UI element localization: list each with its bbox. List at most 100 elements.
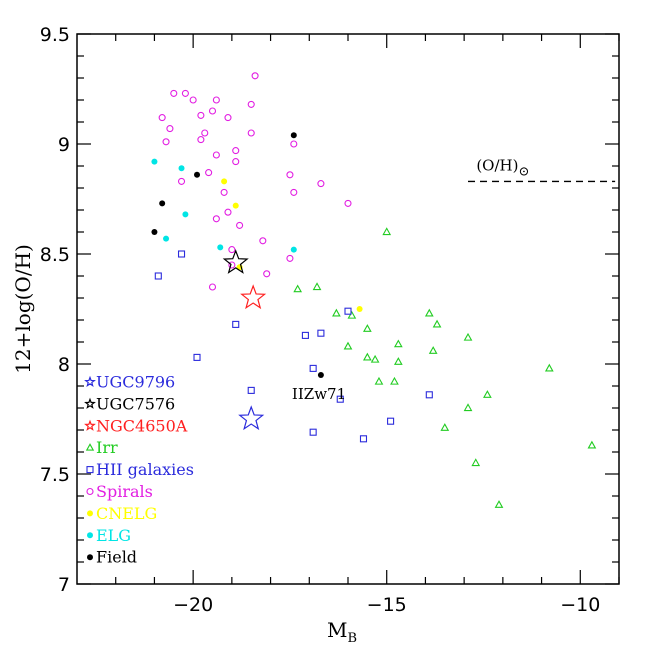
x-tick-label: −15 — [367, 594, 407, 616]
point-spirals — [228, 246, 236, 254]
legend-marker-hii-galaxies — [86, 466, 94, 474]
point-spirals — [212, 215, 220, 223]
point-irr — [432, 319, 442, 328]
legend-label-spirals: Spirals — [96, 482, 153, 501]
point-field — [290, 132, 297, 139]
point-irr — [463, 332, 473, 341]
point-cnelg — [221, 178, 228, 185]
legend-marker-cnelg — [87, 510, 93, 517]
point-spirals — [177, 177, 186, 185]
legend-marker-elg — [87, 532, 93, 539]
point-spirals — [158, 114, 166, 122]
point-spirals — [189, 96, 197, 104]
point-field — [317, 372, 324, 378]
legend-marker-field — [87, 554, 93, 561]
point-field — [159, 200, 166, 207]
point-spirals — [166, 125, 174, 133]
point-irr — [382, 227, 392, 236]
y-tick-label: 9 — [58, 134, 70, 156]
point-spirals — [286, 171, 294, 179]
point-spirals — [290, 140, 298, 148]
point-spirals — [317, 180, 325, 188]
legend-label-ugc9796: UGC9796 — [96, 373, 175, 392]
point-spirals — [224, 114, 232, 122]
point-elg — [217, 244, 224, 251]
point-hii-galaxies — [387, 417, 395, 425]
point-irr — [390, 376, 399, 385]
point-spirals — [170, 89, 178, 97]
legend-label-field: Field — [96, 548, 137, 567]
point-elg — [151, 158, 158, 165]
axis-ticks — [77, 33, 620, 585]
point-field — [194, 171, 201, 178]
point-irr — [587, 440, 597, 449]
point-ngc4650a — [240, 284, 267, 310]
point-spirals — [197, 111, 205, 119]
point-elg — [163, 235, 170, 242]
point-irr — [393, 357, 403, 365]
point-spirals — [208, 107, 217, 115]
point-hii-galaxies — [247, 386, 255, 394]
point-spirals — [224, 208, 232, 216]
point-elg — [290, 246, 297, 253]
legend: UGC9796 UGC7576 NGC4650A Irr HII galaxies Spi… — [84, 373, 194, 567]
x-axis-label-sub: B — [347, 631, 357, 646]
point-irr — [471, 458, 481, 467]
point-irr — [440, 423, 450, 431]
legend-marker-ugc7576 — [84, 397, 96, 409]
point-hii-galaxies — [344, 307, 352, 315]
data-markers — [151, 72, 597, 508]
point-hii-galaxies — [154, 272, 162, 280]
y-tick-label: 7 — [58, 574, 70, 596]
point-irr — [293, 284, 303, 293]
point-spirals — [263, 270, 271, 278]
point-spirals — [247, 129, 255, 137]
point-spirals — [232, 158, 240, 166]
point-spirals — [205, 169, 213, 177]
y-tick-label: 7.5 — [40, 464, 70, 486]
point-irr — [494, 500, 504, 508]
point-spirals — [251, 72, 259, 80]
y-tick-label: 9.5 — [40, 24, 70, 46]
point-hii-galaxies — [317, 329, 325, 337]
point-ugc7576 — [222, 249, 249, 274]
point-irr — [544, 363, 554, 372]
point-spirals — [197, 136, 205, 144]
legend-marker-spirals — [86, 487, 94, 496]
point-spirals — [201, 129, 209, 137]
point-irr — [374, 376, 384, 385]
point-irr — [362, 352, 372, 361]
legend-label-ngc4650a: NGC4650A — [96, 416, 188, 435]
point-hii-galaxies — [301, 331, 309, 339]
point-spirals — [236, 221, 244, 229]
point-hii-galaxies — [309, 364, 317, 372]
point-irr — [343, 341, 353, 350]
y-tick-label: 8.5 — [40, 244, 70, 266]
legend-label-hii-galaxies: HII galaxies — [96, 460, 194, 479]
point-spirals — [228, 261, 236, 269]
point-spirals — [286, 254, 294, 262]
point-cnelg — [232, 202, 239, 209]
y-tick-label: 8 — [58, 354, 70, 376]
point-irr — [370, 354, 380, 363]
point-irr — [463, 403, 473, 412]
point-spirals — [259, 237, 267, 245]
point-irr — [428, 346, 438, 354]
legend-marker-ngc4650a — [84, 419, 96, 431]
point-field — [151, 229, 158, 235]
point-spirals — [208, 283, 217, 291]
point-elg — [178, 165, 185, 172]
axis-tick-labels: −20 −15 −10 7 7.5 8 8.5 9 9.5 — [40, 24, 601, 616]
point-spirals — [212, 96, 220, 104]
point-spirals — [290, 188, 298, 196]
point-irr — [483, 390, 492, 398]
point-hii-galaxies — [336, 395, 344, 403]
point-hii-galaxies — [177, 250, 186, 258]
point-spirals — [220, 188, 228, 196]
point-irr — [312, 282, 322, 291]
point-spirals — [212, 151, 220, 159]
point-irr — [393, 339, 403, 348]
annotation-label: IIZw71 — [292, 385, 346, 403]
point-spirals — [344, 199, 352, 207]
